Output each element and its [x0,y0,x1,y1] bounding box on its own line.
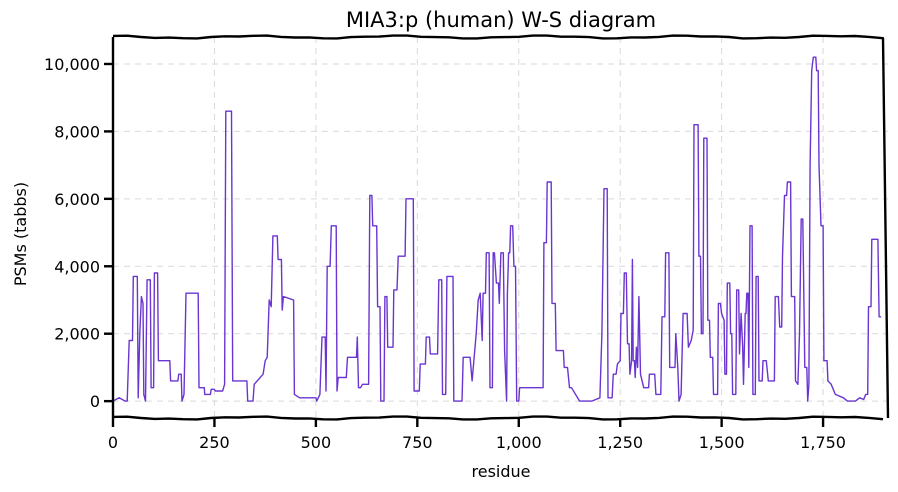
y-tick-label: 4,000 [54,257,100,276]
y-tick-label: 10,000 [44,55,100,74]
y-tick-label: 8,000 [54,122,100,141]
x-tick-label: 1,250 [597,433,643,452]
x-axis: 0 250 500 750 1,000 1,250 1,500 1,750 [108,418,846,452]
x-tick-label: 750 [402,433,433,452]
y-axis-label: PSMs (tabbs) [11,182,30,286]
plot-frame [111,34,890,421]
x-tick-label: 1,000 [496,433,542,452]
y-tick-label: 6,000 [54,190,100,209]
series-lines [112,56,882,402]
chart-title: MIA3:p (human) W-S diagram [346,8,656,32]
x-tick-label: 1,750 [800,433,846,452]
x-tick-label: 1,500 [699,433,745,452]
x-tick-label: 500 [301,433,332,452]
grid-lines [112,37,888,418]
y-axis: 0 2,000 4,000 6,000 8,000 10,000 [44,55,113,411]
x-tick-label: 0 [108,433,118,452]
x-tick-label: 250 [199,433,230,452]
series-line [112,56,882,402]
y-tick-label: 0 [90,392,100,411]
x-axis-label: residue [472,462,531,481]
y-tick-label: 2,000 [54,325,100,344]
